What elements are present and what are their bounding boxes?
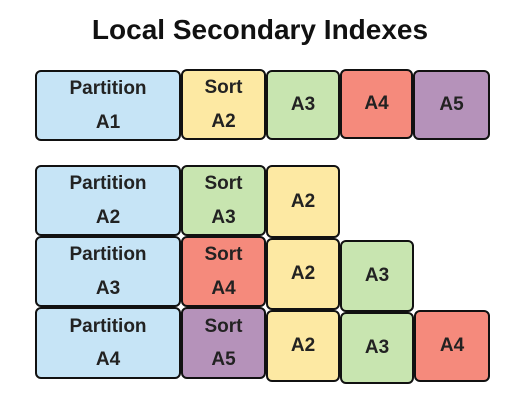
index3-attr-a2: A2: [266, 310, 340, 382]
index2-attr-a3-label: A3: [364, 265, 390, 287]
base-sort-key: Sort A2: [181, 69, 266, 140]
index2-sort-label: Sort: [204, 244, 243, 266]
index1-partition-key: Partition A2: [35, 165, 181, 236]
index1-sort-label: Sort: [204, 173, 243, 195]
base-attr-a4-label: A4: [364, 93, 389, 115]
index2-attr-a2-label: A2: [290, 263, 316, 285]
index2-sort-attr: A4: [211, 277, 236, 299]
index1-attr-a2-label: A2: [290, 190, 316, 212]
index3-attr-a2-label: A2: [290, 335, 316, 357]
index3-attr-a4: A4: [414, 310, 490, 382]
index1-partition-attr: A2: [95, 206, 121, 228]
index1-partition-label: Partition: [69, 173, 147, 195]
index3-partition-attr: A4: [95, 349, 121, 370]
index2-partition-attr: A3: [95, 277, 121, 299]
index3-partition-key: Partition A4: [35, 307, 181, 379]
index2-sort-key: Sort A4: [181, 236, 266, 307]
index3-partition-label: Partition: [69, 315, 147, 337]
index2-partition-key: Partition A3: [35, 236, 181, 307]
index2-attr-a3: A3: [340, 240, 414, 312]
base-partition-key: Partition A1: [35, 70, 181, 141]
index3-sort-label: Sort: [204, 315, 243, 337]
base-attr-a4: A4: [340, 69, 413, 139]
index3-sort-attr: A5: [211, 349, 236, 370]
base-attr-a3: A3: [266, 70, 340, 140]
index3-attr-a4-label: A4: [439, 335, 465, 357]
base-attr-a5-label: A5: [439, 94, 464, 116]
base-partition-label: Partition: [69, 78, 147, 100]
index3-attr-a3-label: A3: [364, 337, 390, 359]
base-attr-a3-label: A3: [290, 94, 316, 116]
index3-attr-a3: A3: [340, 312, 414, 384]
index2-attr-a2: A2: [266, 238, 340, 310]
base-sort-attr: A2: [211, 110, 236, 132]
diagram-title: Local Secondary Indexes: [91, 14, 429, 45]
base-partition-attr: A1: [95, 111, 121, 133]
index1-sort-key: Sort A3: [181, 165, 266, 236]
index2-partition-label: Partition: [69, 244, 147, 266]
base-attr-a5: A5: [413, 70, 490, 140]
index3-sort-key: Sort A5: [181, 307, 266, 379]
index1-sort-attr: A3: [211, 206, 236, 228]
index1-attr-a2: A2: [266, 165, 340, 238]
base-sort-label: Sort: [204, 77, 243, 99]
